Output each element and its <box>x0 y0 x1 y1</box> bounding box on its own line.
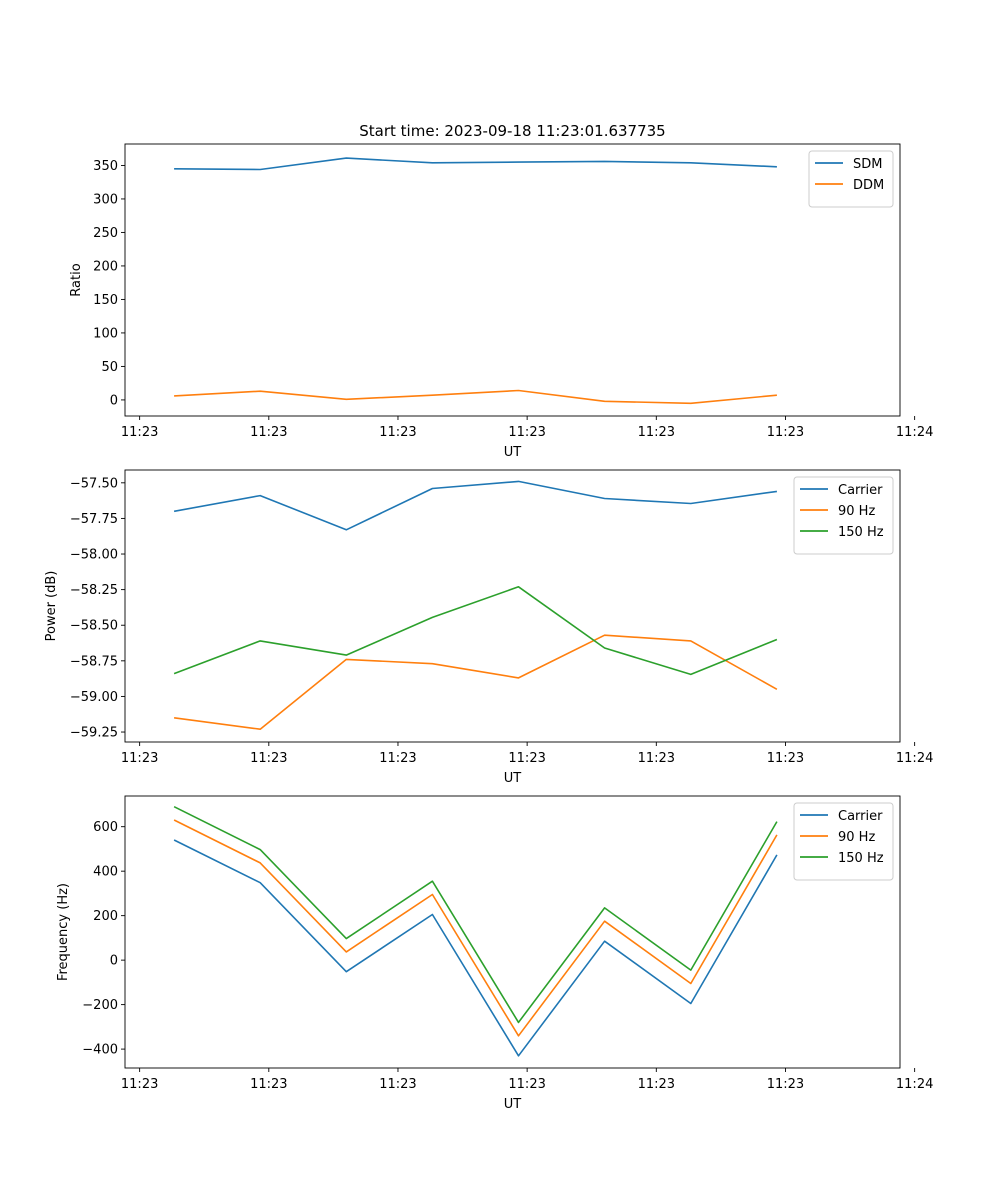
x-tick-label: 11:24 <box>896 751 933 766</box>
legend-box <box>793 476 894 555</box>
y-tick-label: 400 <box>93 865 118 880</box>
legend-label: 90 Hz <box>838 504 875 519</box>
series-line-150-hz <box>173 805 778 1024</box>
x-tick-label: 11:23 <box>767 1077 804 1092</box>
legend: SDM DDM <box>808 150 894 208</box>
legend: Carrier 90 Hz 150 Hz <box>793 802 894 881</box>
series-line-90-hz <box>173 819 778 1037</box>
y-tick-label: 0 <box>110 393 118 408</box>
series-line-sdm <box>174 157 777 171</box>
chart-panel-1: Start time: 2023-09-18 11:23:01.637735 11… <box>69 122 933 460</box>
y-tick-label: 350 <box>93 159 118 174</box>
x-tick-label: 11:23 <box>508 1077 545 1092</box>
y-tick-label: −58.75 <box>70 654 118 669</box>
y-axis-label: Ratio <box>69 263 84 296</box>
x-tick-label: 11:23 <box>250 1077 287 1092</box>
y-tick-label: −200 <box>82 998 118 1013</box>
y-tick-label: 0 <box>110 954 118 969</box>
x-axis-label: UT <box>504 445 522 460</box>
chart-panel-3: 11:23 11:23 11:23 11:23 11:23 11:23 11:24 −400 −… <box>56 795 933 1112</box>
x-axis-label: UT <box>504 1097 522 1112</box>
legend-label: SDM <box>853 157 882 172</box>
x-tick-label: 11:23 <box>121 425 158 440</box>
y-tick-label: −58.00 <box>70 548 118 563</box>
y-tick-label: −57.50 <box>70 476 118 491</box>
x-axis-label: UT <box>504 771 522 786</box>
x-tick-label: 11:23 <box>250 751 287 766</box>
legend-label: Carrier <box>838 809 883 824</box>
x-tick-label: 11:23 <box>379 1077 416 1092</box>
y-tick-label: 150 <box>93 293 118 308</box>
legend-box <box>793 802 894 881</box>
y-axis-label: Power (dB) <box>44 571 59 642</box>
y-tick-label: −58.25 <box>70 583 118 598</box>
y-tick-label: 250 <box>93 226 118 241</box>
series-line-90-hz <box>173 634 778 731</box>
x-tick-label: 11:23 <box>767 425 804 440</box>
legend-label: 150 Hz <box>838 525 884 540</box>
y-tick-label: 200 <box>93 259 118 274</box>
x-tick-label: 11:23 <box>638 425 675 440</box>
x-tick-label: 11:23 <box>638 1077 675 1092</box>
x-tick-label: 11:23 <box>121 1077 158 1092</box>
series-line-150-hz <box>173 585 778 676</box>
legend: Carrier 90 Hz 150 Hz <box>793 476 894 555</box>
y-tick-label: 100 <box>93 326 118 341</box>
axes-frame <box>124 143 901 417</box>
y-tick-label: −58.50 <box>70 619 118 634</box>
series-line-carrier <box>173 839 778 1057</box>
legend-box <box>808 150 894 208</box>
axes-frame <box>124 795 901 1069</box>
x-tick-label: 11:24 <box>896 425 933 440</box>
legend-label: Carrier <box>838 483 883 498</box>
x-tick-label: 11:23 <box>379 425 416 440</box>
y-tick-label: −59.25 <box>70 726 118 741</box>
x-tick-label: 11:23 <box>379 751 416 766</box>
legend-label: DDM <box>853 178 884 193</box>
y-tick-label: 600 <box>93 820 118 835</box>
x-tick-label: 11:23 <box>508 751 545 766</box>
series-line-carrier <box>173 480 778 531</box>
x-tick-label: 11:23 <box>508 425 545 440</box>
x-tick-label: 11:23 <box>121 751 158 766</box>
axes-frame <box>124 469 901 743</box>
x-tick-label: 11:23 <box>638 751 675 766</box>
x-tick-label: 11:23 <box>250 425 287 440</box>
y-tick-label: 50 <box>101 360 118 375</box>
y-tick-label: 200 <box>93 909 118 924</box>
x-tick-label: 11:23 <box>767 751 804 766</box>
y-tick-label: −57.75 <box>70 512 118 527</box>
legend-label: 90 Hz <box>838 830 875 845</box>
chart-title: Start time: 2023-09-18 11:23:01.637735 <box>359 122 665 140</box>
legend-label: 150 Hz <box>838 851 884 866</box>
y-tick-label: −400 <box>82 1043 118 1058</box>
y-axis-label: Frequency (Hz) <box>56 883 71 981</box>
series-line-ddm <box>174 389 777 405</box>
chart-panel-2: 11:23 11:23 11:23 11:23 11:23 11:23 11:24 −57.5… <box>44 469 933 786</box>
x-tick-label: 11:24 <box>896 1077 933 1092</box>
y-tick-label: −59.00 <box>70 690 118 705</box>
y-tick-label: 300 <box>93 192 118 207</box>
